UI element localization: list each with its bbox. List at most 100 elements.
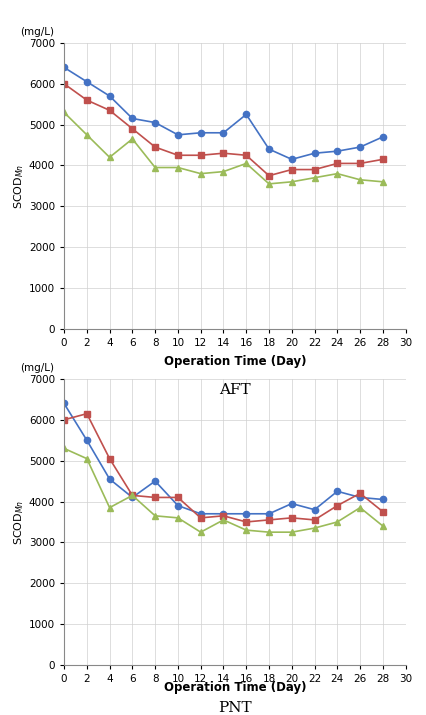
Text: PNT: PNT (218, 701, 251, 715)
T-3 (107, 153, 112, 162)
T-5 (107, 454, 112, 463)
T-2 (334, 159, 339, 168)
T-2 (311, 165, 317, 174)
T-6 (107, 503, 112, 512)
T-1 (152, 118, 157, 127)
T-4 (243, 510, 248, 518)
T-3 (220, 167, 225, 176)
T-5 (220, 511, 225, 520)
T-2 (107, 106, 112, 114)
T-1 (130, 114, 135, 123)
T-2 (175, 151, 180, 159)
T-4 (130, 493, 135, 502)
T-1 (107, 92, 112, 100)
T-2 (357, 159, 362, 168)
T-5 (380, 508, 385, 516)
T-6 (243, 526, 248, 534)
Line: T-6: T-6 (61, 445, 385, 536)
T-4 (334, 487, 339, 495)
T-6 (84, 454, 89, 463)
T-5 (266, 516, 271, 524)
T-6 (61, 444, 66, 453)
T-1 (334, 147, 339, 155)
T-3 (334, 169, 339, 178)
T-4 (107, 475, 112, 483)
T-5 (357, 489, 362, 498)
T-2 (266, 172, 271, 180)
T-1 (84, 77, 89, 86)
T-3 (84, 131, 89, 139)
T-2 (198, 151, 203, 159)
T-2 (243, 151, 248, 159)
Line: T-4: T-4 (61, 400, 385, 517)
T-4 (288, 499, 294, 508)
T-2 (220, 149, 225, 157)
Text: AFT: AFT (219, 383, 250, 397)
T-4 (266, 510, 271, 518)
T-5 (243, 518, 248, 526)
T-3 (175, 163, 180, 172)
T-3 (357, 175, 362, 184)
T-1 (311, 149, 317, 157)
Y-axis label: SCOD$_{Mn}$: SCOD$_{Mn}$ (12, 163, 26, 209)
T-2 (288, 165, 294, 174)
T-2 (152, 143, 157, 152)
Text: (mg/L): (mg/L) (20, 27, 54, 37)
T-5 (84, 410, 89, 418)
T-3 (61, 108, 66, 117)
Legend: T-4, T-5, T-6: T-4, T-5, T-6 (146, 714, 322, 715)
T-1 (61, 63, 66, 72)
T-4 (198, 510, 203, 518)
T-6 (380, 522, 385, 531)
T-5 (198, 513, 203, 522)
T-2 (61, 79, 66, 88)
T-5 (311, 516, 317, 524)
T-4 (357, 493, 362, 502)
T-1 (220, 129, 225, 137)
T-4 (175, 501, 180, 510)
T-2 (84, 96, 89, 104)
T-6 (220, 516, 225, 524)
T-6 (311, 524, 317, 533)
T-5 (175, 493, 180, 502)
T-1 (266, 145, 271, 154)
T-1 (288, 155, 294, 164)
T-5 (152, 493, 157, 502)
T-3 (311, 174, 317, 182)
T-3 (243, 159, 248, 168)
Line: T-3: T-3 (61, 109, 385, 187)
T-6 (334, 518, 339, 526)
T-6 (175, 513, 180, 522)
T-3 (130, 134, 135, 143)
T-2 (380, 155, 385, 164)
Legend: T-1, T-2, T-3: T-1, T-2, T-3 (146, 378, 322, 400)
Line: T-1: T-1 (61, 64, 385, 162)
Text: Operation Time (Day): Operation Time (Day) (163, 355, 305, 368)
T-4 (220, 510, 225, 518)
T-1 (243, 110, 248, 119)
T-6 (266, 528, 271, 536)
T-4 (311, 506, 317, 514)
T-3 (288, 177, 294, 186)
T-5 (130, 491, 135, 500)
Text: (mg/L): (mg/L) (20, 363, 54, 373)
Y-axis label: SCOD$_{Mn}$: SCOD$_{Mn}$ (12, 499, 26, 545)
T-2 (130, 124, 135, 133)
Line: T-5: T-5 (61, 410, 385, 525)
T-6 (130, 491, 135, 500)
T-5 (334, 501, 339, 510)
T-3 (152, 163, 157, 172)
T-6 (152, 511, 157, 520)
T-5 (61, 415, 66, 424)
Line: T-2: T-2 (61, 81, 385, 179)
T-4 (380, 495, 385, 504)
T-4 (61, 399, 66, 408)
T-6 (357, 503, 362, 512)
T-6 (288, 528, 294, 536)
T-5 (288, 513, 294, 522)
T-3 (266, 179, 271, 188)
T-1 (357, 143, 362, 152)
Text: Operation Time (Day): Operation Time (Day) (163, 681, 305, 694)
T-6 (198, 528, 203, 536)
T-4 (84, 436, 89, 445)
